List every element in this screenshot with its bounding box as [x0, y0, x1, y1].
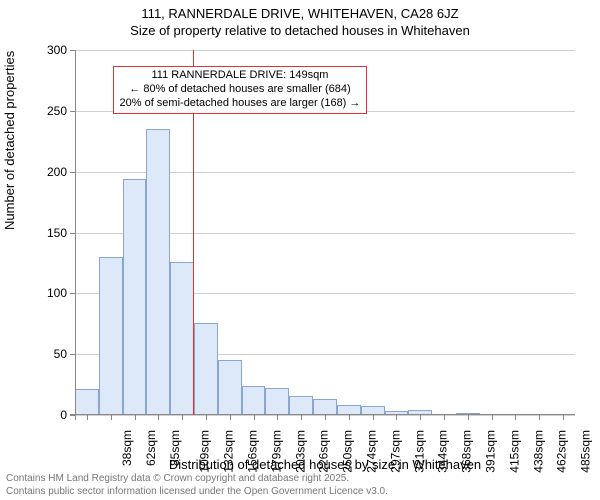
footer-line2: Contains public sector information licen… [6, 486, 388, 499]
histogram-bar [170, 262, 194, 415]
xtick-mark [349, 415, 350, 420]
xtick-mark [420, 415, 421, 420]
xtick-mark [515, 415, 516, 420]
chart-title-line1: 111, RANNERDALE DRIVE, WHITEHAVEN, CA28 … [0, 6, 600, 21]
xtick-mark [277, 415, 278, 420]
xtick-mark [111, 415, 112, 420]
histogram-bar [265, 388, 289, 415]
xtick-mark [206, 415, 207, 420]
annotation-line: 20% of semi-detached houses are larger (… [120, 97, 361, 111]
histogram-bar [194, 323, 218, 415]
ytick-label: 250 [47, 104, 67, 118]
xtick-mark [135, 415, 136, 420]
histogram-bar [313, 399, 337, 415]
histogram-bar [242, 386, 266, 415]
footer-line1: Contains HM Land Registry data © Crown c… [6, 473, 388, 486]
histogram-bar [75, 389, 99, 415]
ytick-label: 50 [54, 347, 67, 361]
xtick-mark [396, 415, 397, 420]
ytick-label: 100 [47, 286, 67, 300]
ytick-label: 150 [47, 226, 67, 240]
xtick-mark [444, 415, 445, 420]
xtick-mark [87, 415, 88, 420]
y-axis-label: Number of detached properties [2, 51, 17, 230]
xtick-mark [539, 415, 540, 420]
xtick-mark [182, 415, 183, 420]
histogram-bar [218, 360, 242, 415]
ytick-label: 300 [47, 43, 67, 57]
xtick-mark [254, 415, 255, 420]
xtick-mark [492, 415, 493, 420]
histogram-bar [146, 129, 170, 415]
annotation-line: ← 80% of detached houses are smaller (68… [120, 83, 361, 97]
chart-plot-area: 05010015020025030038sqm62sqm85sqm109sqm1… [75, 50, 575, 415]
xtick-mark [325, 415, 326, 420]
xtick-mark [301, 415, 302, 420]
footer-attribution: Contains HM Land Registry data © Crown c… [6, 473, 388, 498]
x-axis-line [70, 414, 575, 415]
ytick-label: 0 [60, 408, 67, 422]
xtick-mark [158, 415, 159, 420]
x-axis-label: Distribution of detached houses by size … [75, 457, 575, 472]
chart-title-line2: Size of property relative to detached ho… [0, 23, 600, 38]
xtick-label: 485sqm [579, 430, 593, 473]
xtick-mark [230, 415, 231, 420]
histogram-bar [99, 257, 123, 415]
xtick-mark [373, 415, 374, 420]
annotation-box: 111 RANNERDALE DRIVE: 149sqm← 80% of det… [113, 66, 368, 113]
histogram-bar [289, 396, 313, 415]
gridline [75, 50, 575, 51]
chart-title-block: 111, RANNERDALE DRIVE, WHITEHAVEN, CA28 … [0, 0, 600, 38]
y-axis-line [75, 50, 76, 420]
ytick-label: 200 [47, 165, 67, 179]
xtick-mark [563, 415, 564, 420]
xtick-mark [468, 415, 469, 420]
annotation-line: 111 RANNERDALE DRIVE: 149sqm [120, 69, 361, 83]
histogram-bar [123, 179, 147, 415]
